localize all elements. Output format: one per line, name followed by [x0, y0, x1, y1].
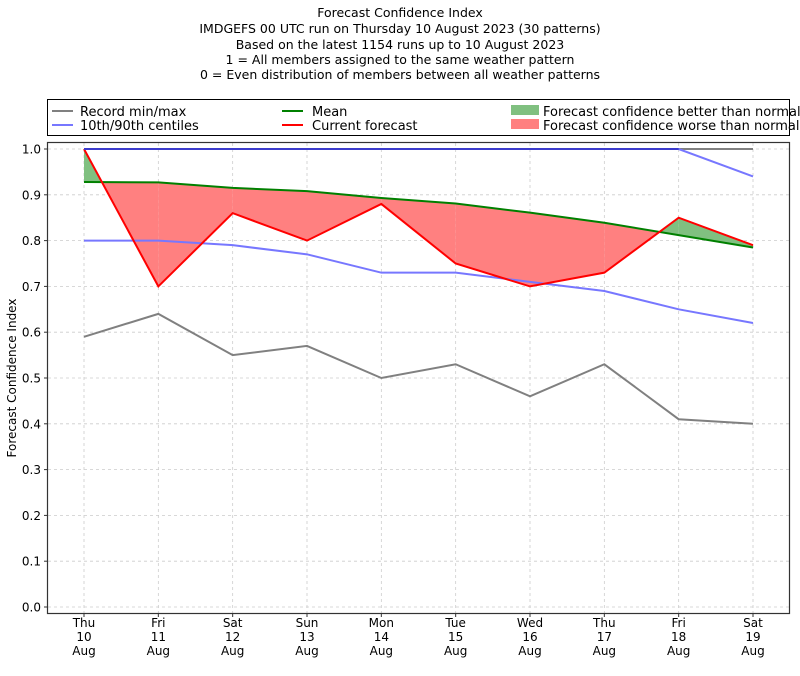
y-tick-label: 0.8	[22, 234, 41, 248]
x-tick-label: Thu	[72, 616, 96, 630]
x-tick-label: Sat	[223, 616, 243, 630]
legend-label-worse: Forecast confidence worse than normal	[543, 119, 800, 134]
x-tick-label: Aug	[593, 644, 616, 658]
y-tick-label: 0.0	[22, 601, 41, 615]
y-tick-label: 0.4	[22, 417, 41, 431]
series-line-mean	[83, 180, 754, 249]
fill-worse-than-normal	[381, 198, 456, 264]
x-tick-label: Sun	[296, 616, 319, 630]
legend: Record min/max 10th/90th centiles Mean C…	[47, 99, 800, 136]
x-tick-label: 12	[225, 630, 240, 644]
legend-label-record: Record min/max	[80, 105, 187, 120]
x-tick-label: Tue	[444, 616, 466, 630]
series-lines	[83, 148, 754, 425]
y-tick-label: 0.5	[22, 372, 41, 386]
x-tick-label: 10	[76, 630, 91, 644]
chart-subtitle-run: IMDGEFS 00 UTC run on Thursday 10 August…	[199, 21, 601, 36]
x-tick-label: Thu	[592, 616, 616, 630]
x-tick-label: Aug	[221, 644, 244, 658]
x-tick-label: Wed	[517, 616, 543, 630]
x-tick-label: Fri	[151, 616, 165, 630]
y-tick-label: 0.2	[22, 509, 41, 523]
y-axis: 0.0 0.1 0.2 0.3 0.4 0.5 0.6 0.7 0.8 0.9 1.0	[22, 143, 48, 615]
series-line-current	[83, 148, 754, 289]
chart-subtitle-one: 1 = All members assigned to the same wea…	[225, 52, 575, 67]
y-tick-label: 0.9	[22, 188, 41, 202]
legend-swatch-worse	[511, 119, 539, 129]
x-tick-label: Mon	[369, 616, 394, 630]
y-tick-label: 0.3	[22, 463, 41, 477]
x-tick-label: 14	[374, 630, 389, 644]
x-tick-label: 15	[448, 630, 463, 644]
y-tick-label: 0.6	[22, 326, 41, 340]
series-line-p10	[84, 239, 754, 325]
x-axis: Thu10AugFri11AugSat12AugSun13AugMon14Aug…	[72, 613, 765, 658]
y-tick-label: 0.1	[22, 555, 41, 569]
y-tick-label: 0.7	[22, 280, 41, 294]
x-tick-label: 18	[671, 630, 686, 644]
x-tick-label: 17	[597, 630, 612, 644]
legend-frame	[47, 99, 790, 136]
fill-worse-than-normal	[604, 222, 660, 273]
series-line-p90	[84, 148, 754, 178]
legend-label-current: Current forecast	[312, 119, 418, 134]
legend-swatch-better	[511, 105, 539, 115]
chart-subtitle-zero: 0 = Even distribution of members between…	[199, 67, 601, 82]
legend-label-better: Forecast confidence better than normal	[543, 105, 800, 120]
x-tick-label: Aug	[147, 644, 170, 658]
x-tick-label: 16	[522, 630, 537, 644]
chart-title: Forecast Confidence Index	[317, 5, 483, 20]
x-tick-label: 11	[151, 630, 166, 644]
x-tick-label: Aug	[741, 644, 764, 658]
fill-worse-than-normal	[232, 187, 307, 241]
x-tick-label: Aug	[295, 644, 318, 658]
x-tick-label: Sat	[743, 616, 763, 630]
y-axis-label: Forecast Confidence Index	[5, 299, 19, 458]
fill-worse-than-normal	[158, 182, 233, 287]
x-tick-label: Aug	[72, 644, 95, 658]
legend-label-mean: Mean	[312, 105, 347, 120]
fill-worse-than-normal	[530, 212, 605, 287]
x-tick-label: 19	[745, 630, 760, 644]
x-tick-label: 13	[299, 630, 314, 644]
x-tick-label: Aug	[370, 644, 393, 658]
x-tick-label: Aug	[518, 644, 541, 658]
y-tick-label: 1.0	[22, 143, 41, 157]
series-line-record-min	[83, 312, 754, 425]
fill-worse-than-normal	[455, 203, 530, 287]
legend-label-centiles: 10th/90th centiles	[80, 119, 199, 134]
x-tick-label: Fri	[672, 616, 686, 630]
confidence-fills	[84, 149, 753, 287]
x-tick-label: Aug	[444, 644, 467, 658]
fill-worse-than-normal	[307, 191, 382, 241]
x-tick-label: Aug	[667, 644, 690, 658]
chart-subtitle-runs: Based on the latest 1154 runs up to 10 A…	[235, 37, 565, 52]
